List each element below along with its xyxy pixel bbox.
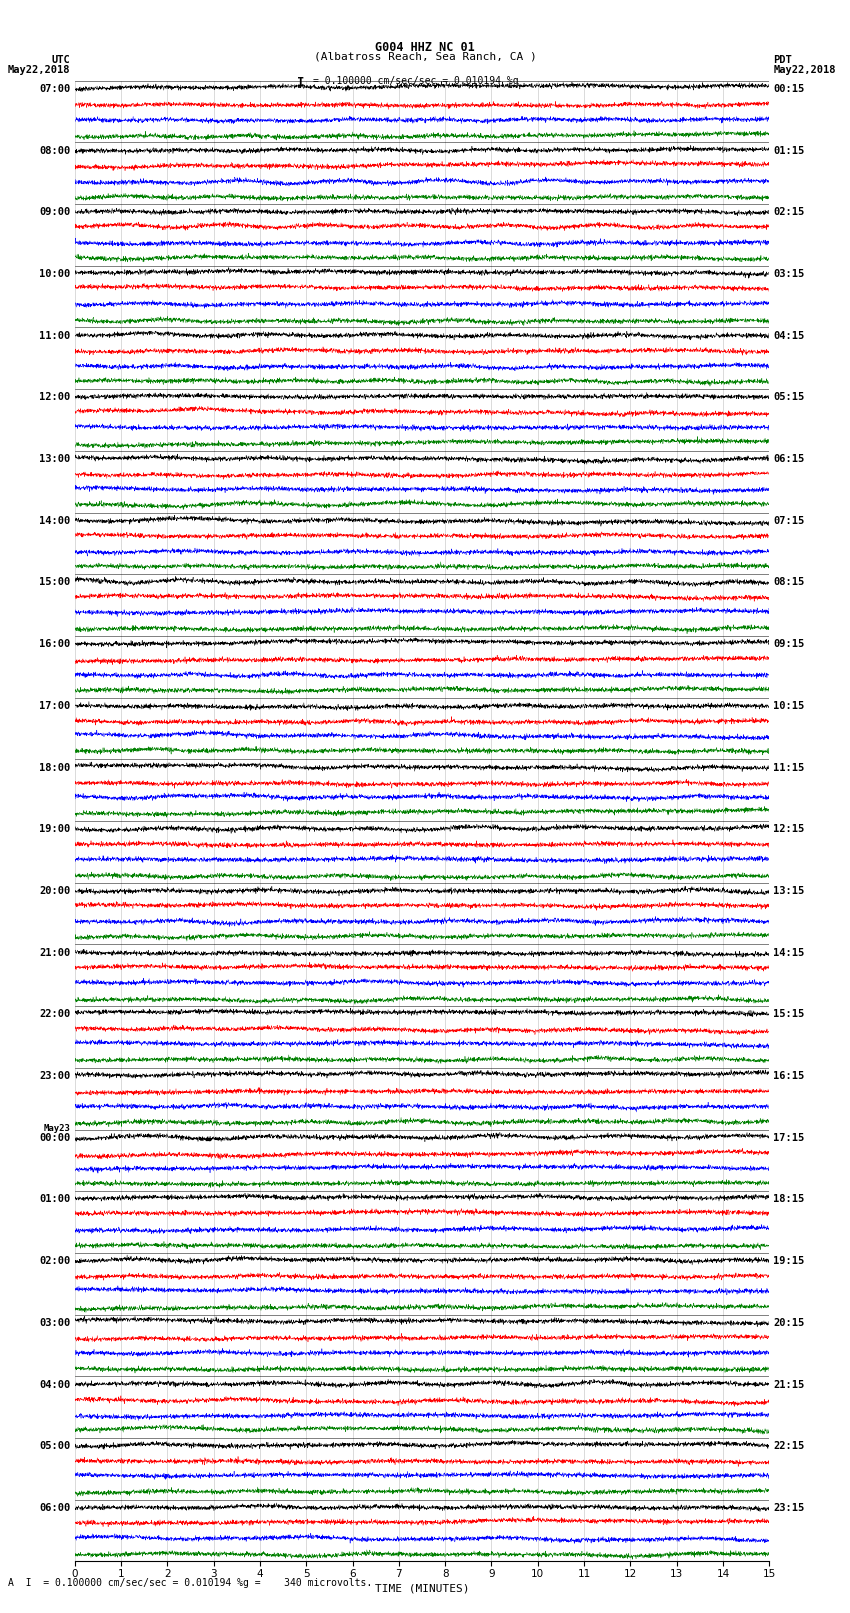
X-axis label: TIME (MINUTES): TIME (MINUTES) bbox=[375, 1584, 469, 1594]
Text: May22,2018: May22,2018 bbox=[774, 65, 836, 74]
Text: (Albatross Reach, Sea Ranch, CA ): (Albatross Reach, Sea Ranch, CA ) bbox=[314, 52, 536, 61]
Text: 12:15: 12:15 bbox=[774, 824, 805, 834]
Text: 10:15: 10:15 bbox=[774, 700, 805, 711]
Text: 02:00: 02:00 bbox=[39, 1257, 71, 1266]
Text: 04:15: 04:15 bbox=[774, 331, 805, 340]
Text: 06:00: 06:00 bbox=[39, 1503, 71, 1513]
Text: 21:00: 21:00 bbox=[39, 948, 71, 958]
Text: 22:15: 22:15 bbox=[774, 1442, 805, 1452]
Text: 23:15: 23:15 bbox=[774, 1503, 805, 1513]
Text: 03:00: 03:00 bbox=[39, 1318, 71, 1327]
Text: 15:00: 15:00 bbox=[39, 577, 71, 587]
Text: 06:15: 06:15 bbox=[774, 455, 805, 465]
Text: = 0.100000 cm/sec/sec = 0.010194 %g: = 0.100000 cm/sec/sec = 0.010194 %g bbox=[313, 76, 518, 85]
Text: 13:00: 13:00 bbox=[39, 455, 71, 465]
Text: 14:15: 14:15 bbox=[774, 948, 805, 958]
Text: G004 HHZ NC 01: G004 HHZ NC 01 bbox=[375, 40, 475, 55]
Text: 18:15: 18:15 bbox=[774, 1194, 805, 1205]
Text: 00:00: 00:00 bbox=[39, 1132, 71, 1142]
Text: 08:15: 08:15 bbox=[774, 577, 805, 587]
Text: PDT: PDT bbox=[774, 55, 792, 65]
Text: 04:00: 04:00 bbox=[39, 1379, 71, 1389]
Text: 19:00: 19:00 bbox=[39, 824, 71, 834]
Text: 17:00: 17:00 bbox=[39, 700, 71, 711]
Text: 08:00: 08:00 bbox=[39, 145, 71, 155]
Text: 07:15: 07:15 bbox=[774, 516, 805, 526]
Text: 23:00: 23:00 bbox=[39, 1071, 71, 1081]
Text: 01:15: 01:15 bbox=[774, 145, 805, 155]
Text: 20:00: 20:00 bbox=[39, 886, 71, 895]
Text: 01:00: 01:00 bbox=[39, 1194, 71, 1205]
Text: 19:15: 19:15 bbox=[774, 1257, 805, 1266]
Text: May22,2018: May22,2018 bbox=[8, 65, 71, 74]
Text: 10:00: 10:00 bbox=[39, 269, 71, 279]
Text: 18:00: 18:00 bbox=[39, 763, 71, 773]
Text: 11:15: 11:15 bbox=[774, 763, 805, 773]
Text: 09:15: 09:15 bbox=[774, 639, 805, 648]
Text: 07:00: 07:00 bbox=[39, 84, 71, 94]
Text: May23: May23 bbox=[43, 1124, 71, 1132]
Text: 14:00: 14:00 bbox=[39, 516, 71, 526]
Text: 16:15: 16:15 bbox=[774, 1071, 805, 1081]
Text: 02:15: 02:15 bbox=[774, 208, 805, 218]
Text: 16:00: 16:00 bbox=[39, 639, 71, 648]
Text: 17:15: 17:15 bbox=[774, 1132, 805, 1142]
Text: A  I  = 0.100000 cm/sec/sec = 0.010194 %g =    340 microvolts.: A I = 0.100000 cm/sec/sec = 0.010194 %g … bbox=[8, 1578, 373, 1587]
Text: 12:00: 12:00 bbox=[39, 392, 71, 402]
Text: UTC: UTC bbox=[52, 55, 71, 65]
Text: 03:15: 03:15 bbox=[774, 269, 805, 279]
Text: 05:00: 05:00 bbox=[39, 1442, 71, 1452]
Text: 13:15: 13:15 bbox=[774, 886, 805, 895]
Text: I: I bbox=[298, 76, 305, 89]
Text: 05:15: 05:15 bbox=[774, 392, 805, 402]
Text: 00:15: 00:15 bbox=[774, 84, 805, 94]
Text: 22:00: 22:00 bbox=[39, 1010, 71, 1019]
Text: 21:15: 21:15 bbox=[774, 1379, 805, 1389]
Text: 09:00: 09:00 bbox=[39, 208, 71, 218]
Text: 15:15: 15:15 bbox=[774, 1010, 805, 1019]
Text: 11:00: 11:00 bbox=[39, 331, 71, 340]
Text: 20:15: 20:15 bbox=[774, 1318, 805, 1327]
